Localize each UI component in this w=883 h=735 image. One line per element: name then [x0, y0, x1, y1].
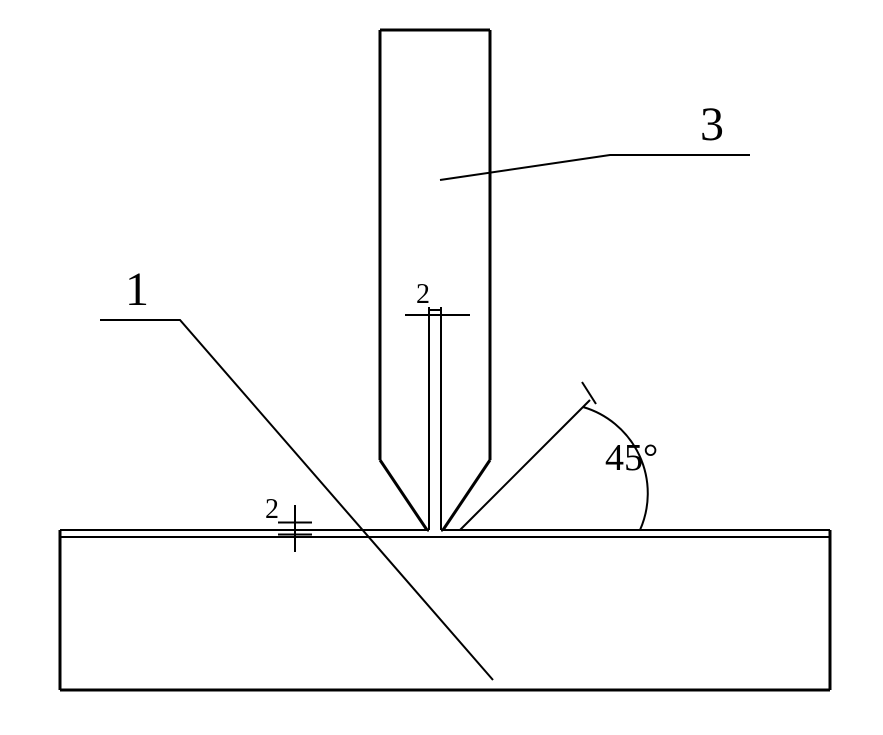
leader-1-label: 1: [125, 263, 149, 316]
leader-lines: 31: [100, 98, 750, 680]
center-pin: [429, 310, 441, 530]
base-block: [60, 530, 830, 690]
tool-body: [380, 30, 490, 530]
dimension-marks: 22: [265, 279, 470, 552]
measure-left-value: 2: [265, 494, 279, 525]
angle-label: 45°: [605, 437, 658, 479]
leader-3-label: 3: [700, 98, 724, 151]
measure-top-value: 2: [416, 279, 430, 310]
